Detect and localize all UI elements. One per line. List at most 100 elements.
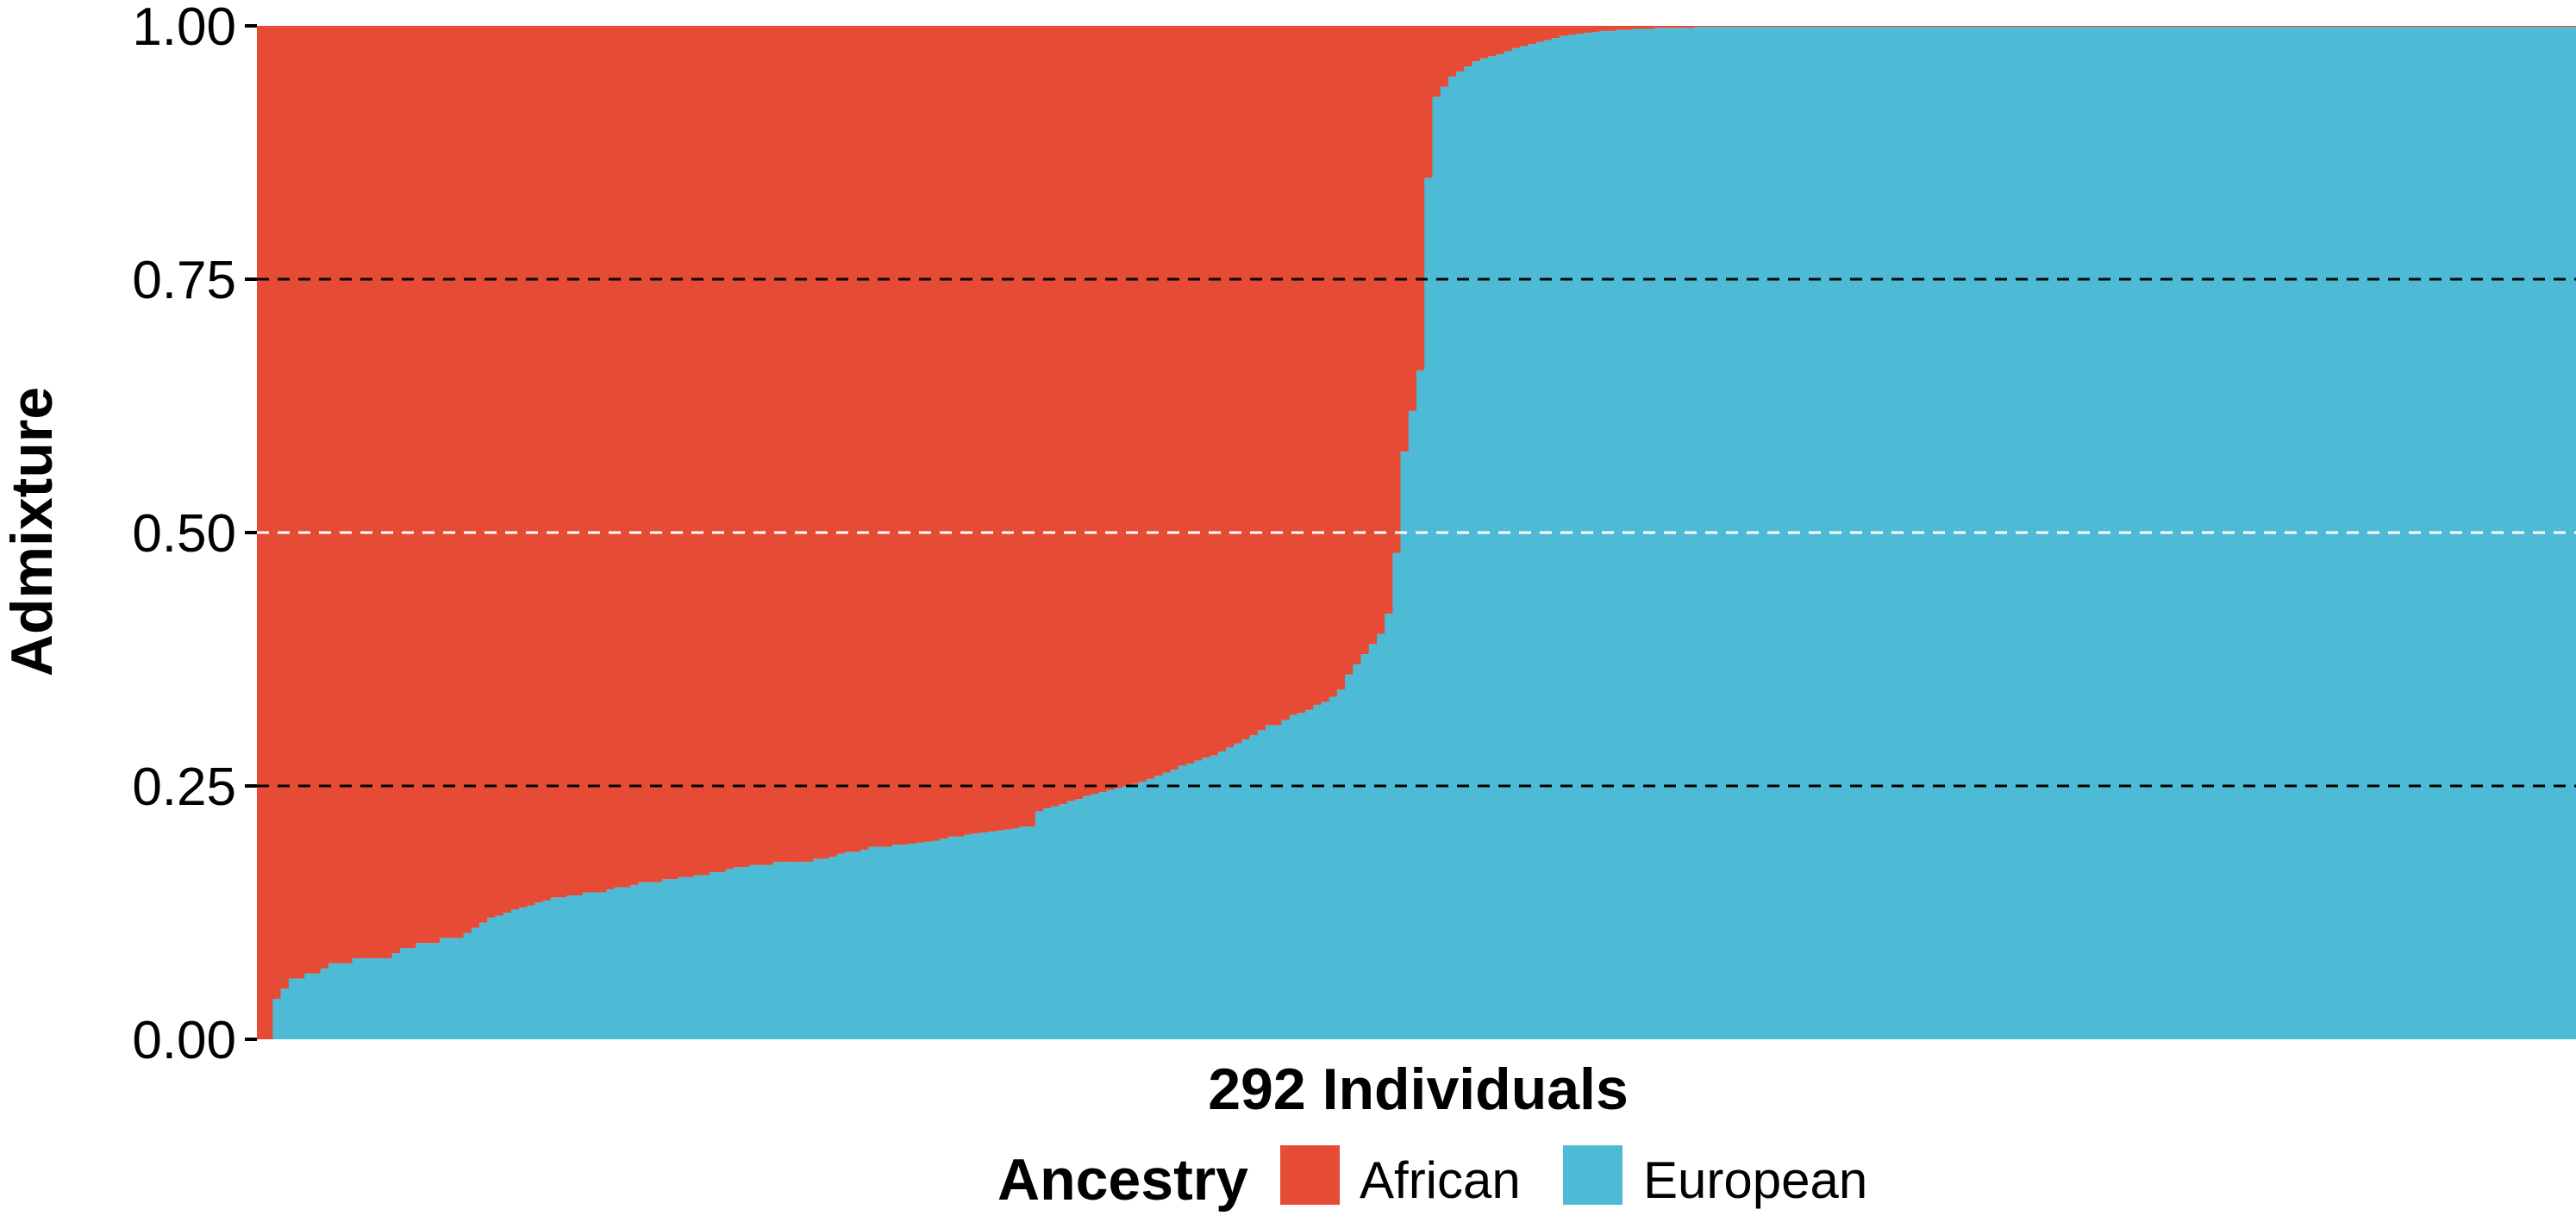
bar-european-188 (1741, 27, 1751, 1039)
bar-african-277 (2448, 26, 2458, 28)
bar-african-171 (1607, 26, 1616, 31)
bar-african-48 (629, 26, 639, 886)
bar-african-119 (1194, 26, 1203, 761)
bar-african-124 (1234, 26, 1242, 744)
bar-european-77 (860, 850, 869, 1039)
bar-european-148 (1424, 178, 1434, 1039)
bar-european-3 (272, 998, 282, 1039)
bar-european-25 (447, 938, 456, 1039)
y-axis: 0.00 0.25 0.50 0.75 1.00 (132, 0, 257, 1070)
bar-european-208 (1900, 27, 1910, 1039)
bar-african-93 (987, 26, 997, 832)
bar-european-143 (1385, 614, 1393, 1039)
bar-african-255 (2273, 26, 2283, 28)
bar-european-221 (2004, 27, 2013, 1039)
bar-african-243 (2179, 26, 2188, 28)
bar-european-48 (629, 885, 639, 1039)
bar-african-96 (1011, 26, 1020, 829)
bar-european-88 (947, 836, 957, 1039)
y-tick-label-4: 1.00 (132, 0, 236, 57)
bar-african-97 (1019, 26, 1029, 827)
bar-european-9 (320, 968, 329, 1039)
bar-african-127 (1257, 26, 1266, 731)
bar-european-93 (987, 831, 997, 1039)
bar-african-283 (2496, 26, 2505, 28)
bar-african-180 (1679, 26, 1687, 28)
bar-european-130 (1281, 720, 1291, 1039)
bar-african-41 (574, 26, 584, 896)
bar-african-113 (1146, 26, 1155, 779)
bar-african-12 (344, 26, 353, 963)
bar-european-28 (471, 927, 480, 1039)
bar-african-153 (1464, 26, 1473, 67)
bar-european-76 (852, 851, 861, 1039)
bar-european-5 (288, 978, 297, 1039)
bar-european-23 (431, 943, 441, 1039)
bar-european-168 (1583, 33, 1592, 1040)
bar-european-260 (2313, 27, 2323, 1039)
bar-european-115 (1162, 772, 1172, 1039)
bar-african-73 (828, 26, 838, 857)
bar-african-250 (2234, 26, 2243, 28)
bar-african-167 (1575, 26, 1585, 34)
bar-african-251 (2242, 26, 2251, 28)
bar-african-117 (1178, 26, 1187, 766)
bar-african-31 (495, 26, 504, 916)
bar-african-208 (1900, 26, 1910, 28)
bar-african-61 (733, 26, 742, 868)
bar-european-111 (1130, 783, 1140, 1039)
bar-european-124 (1234, 743, 1242, 1039)
bar-african-63 (749, 26, 758, 865)
bar-african-82 (900, 26, 910, 845)
bar-african-109 (1114, 26, 1123, 789)
bar-european-65 (765, 864, 774, 1039)
bar-african-272 (2409, 26, 2418, 28)
grid-layer (257, 277, 2576, 788)
bar-african-195 (1798, 26, 1806, 28)
bar-african-87 (940, 26, 949, 839)
bar-european-102 (1059, 804, 1068, 1039)
bar-african-88 (947, 26, 957, 837)
bar-european-116 (1170, 770, 1179, 1039)
bar-african-274 (2424, 26, 2434, 28)
bar-african-94 (995, 26, 1004, 831)
bar-european-281 (2480, 27, 2490, 1039)
bar-african-212 (1932, 26, 1941, 28)
bar-african-199 (1829, 26, 1838, 28)
bar-african-28 (471, 26, 480, 928)
bar-african-81 (891, 26, 901, 845)
bar-african-106 (1091, 26, 1100, 795)
bar-african-100 (1043, 26, 1052, 808)
bar-european-177 (1654, 28, 1664, 1040)
bar-african-86 (932, 26, 941, 841)
bar-european-44 (598, 892, 607, 1039)
bar-european-38 (550, 897, 560, 1039)
bar-african-60 (725, 26, 735, 870)
bar-african-80 (884, 26, 893, 847)
bar-european-109 (1114, 788, 1123, 1039)
bar-african-38 (550, 26, 560, 898)
bar-european-206 (1885, 27, 1894, 1039)
bar-african-22 (423, 26, 433, 944)
bar-european-39 (559, 897, 567, 1039)
bar-european-279 (2465, 27, 2473, 1039)
bar-african-218 (1980, 26, 1989, 28)
bar-african-184 (1710, 26, 1719, 28)
bar-european-171 (1607, 30, 1616, 1039)
bar-european-234 (2107, 27, 2116, 1039)
bar-european-237 (2131, 27, 2140, 1039)
bar-african-70 (804, 26, 814, 863)
bar-european-266 (2361, 27, 2371, 1039)
bar-african-114 (1154, 26, 1163, 776)
bar-african-11 (336, 26, 345, 963)
legend-title: Ancestry (997, 1147, 1248, 1213)
bar-european-108 (1106, 789, 1116, 1039)
bar-european-81 (891, 845, 901, 1039)
bar-african-217 (1972, 26, 1981, 28)
bar-african-249 (2226, 26, 2235, 28)
bar-european-42 (582, 892, 591, 1039)
bar-african-246 (2203, 26, 2211, 28)
bar-african-292 (2567, 26, 2576, 28)
bar-african-200 (1837, 26, 1847, 28)
bar-african-210 (1916, 26, 1926, 28)
